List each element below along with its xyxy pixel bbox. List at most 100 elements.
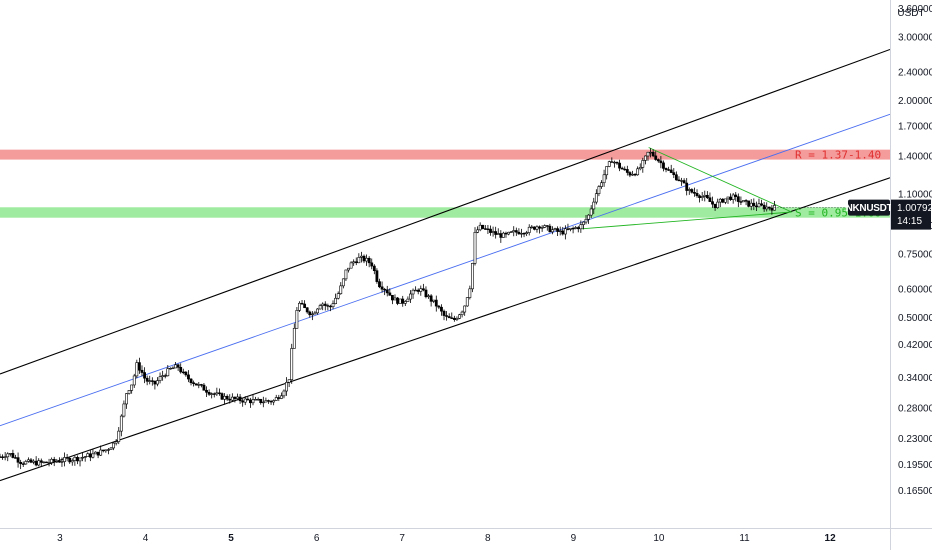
candle-body xyxy=(362,255,366,262)
candle-body xyxy=(571,227,575,230)
x-tick-label: 10 xyxy=(653,533,665,544)
candle-body xyxy=(669,169,673,173)
candle-body xyxy=(742,200,745,203)
candle-body xyxy=(127,390,131,394)
candle-body xyxy=(677,179,681,182)
candle-body xyxy=(602,174,606,184)
candle-body xyxy=(468,288,472,298)
candle-body xyxy=(318,305,322,310)
candle-body xyxy=(625,169,629,173)
candle-body xyxy=(63,457,66,462)
candle-body xyxy=(158,376,162,381)
candle-body xyxy=(530,226,534,229)
candle-body xyxy=(504,232,508,235)
candle-body xyxy=(520,233,523,235)
candle-body xyxy=(633,173,637,176)
candle-body xyxy=(321,303,325,306)
triangle-lower-line xyxy=(581,211,792,230)
candle-body xyxy=(166,368,170,377)
candle-body xyxy=(731,194,735,200)
candle-body xyxy=(168,367,172,370)
candle-body xyxy=(34,460,38,466)
candle-body xyxy=(760,203,763,206)
candle-body xyxy=(107,449,110,451)
candle-body xyxy=(138,362,141,371)
candle-body xyxy=(403,301,407,304)
candle-body xyxy=(184,371,188,376)
candle-body xyxy=(378,281,381,288)
candle-body xyxy=(674,174,678,181)
candle-body xyxy=(592,201,596,210)
candle-body xyxy=(512,230,516,233)
candle-body xyxy=(156,380,159,385)
candle-body xyxy=(698,195,702,198)
y-tick-label: 2.40000 xyxy=(898,67,932,78)
candle-body xyxy=(360,255,363,258)
candle-body xyxy=(251,399,255,404)
candle-body xyxy=(582,221,585,225)
candle-body xyxy=(711,201,714,205)
candle-body xyxy=(285,382,288,392)
candle-body xyxy=(566,228,570,230)
candle-body xyxy=(489,228,492,233)
candle-body xyxy=(104,449,108,452)
y-tick-label: 3.60000 xyxy=(898,4,932,15)
candle-body xyxy=(52,458,56,462)
candle-body xyxy=(344,269,348,280)
candle-body xyxy=(238,396,242,402)
candle-body xyxy=(687,189,691,191)
candle-body xyxy=(336,293,340,299)
candle-body xyxy=(14,457,17,459)
candle-body xyxy=(94,451,97,455)
candle-body xyxy=(50,458,54,463)
candle-body xyxy=(29,459,33,463)
x-tick-label: 7 xyxy=(399,533,405,544)
candle-body xyxy=(729,196,732,200)
candle-body xyxy=(192,382,196,384)
candle-body xyxy=(638,167,642,170)
candle-body xyxy=(414,289,418,292)
candle-body xyxy=(483,228,487,230)
candle-body xyxy=(744,200,748,202)
y-tick-label: 0.23000 xyxy=(898,434,932,445)
candle-body xyxy=(507,231,510,235)
candle-body xyxy=(695,193,699,197)
candle-body xyxy=(370,262,374,267)
candle-body xyxy=(143,372,146,379)
candle-body xyxy=(486,228,490,230)
candle-body xyxy=(471,263,474,290)
candle-body xyxy=(341,278,345,287)
candle-body xyxy=(558,230,562,233)
candle-body xyxy=(527,226,531,233)
candle-body xyxy=(6,453,10,458)
y-tick-label: 1.40000 xyxy=(898,152,932,163)
candle-body xyxy=(236,396,239,399)
candle-body xyxy=(463,305,467,313)
y-tick-label: 3.00000 xyxy=(898,32,932,43)
candle-body xyxy=(419,288,423,292)
candle-body xyxy=(228,398,232,401)
x-tick-label: 12 xyxy=(825,533,837,544)
candle-body xyxy=(440,306,443,312)
candle-body xyxy=(455,318,459,320)
candle-body xyxy=(398,298,402,304)
channel-upper-line xyxy=(0,48,891,375)
candle-body xyxy=(334,297,338,304)
trendlines-layer xyxy=(0,48,891,482)
candle-body xyxy=(145,377,149,382)
y-tick-label: 0.75000 xyxy=(898,249,932,260)
candle-body xyxy=(478,224,482,231)
candle-body xyxy=(264,400,268,403)
x-tick-label: 5 xyxy=(228,533,234,544)
candle-body xyxy=(76,456,79,462)
candle-body xyxy=(406,298,410,302)
candle-body xyxy=(132,375,136,386)
candle-body xyxy=(254,399,257,401)
candle-body xyxy=(60,461,64,463)
candle-body xyxy=(109,447,113,450)
candle-body xyxy=(597,186,601,194)
candle-body xyxy=(150,380,154,382)
candle-body xyxy=(171,367,175,370)
